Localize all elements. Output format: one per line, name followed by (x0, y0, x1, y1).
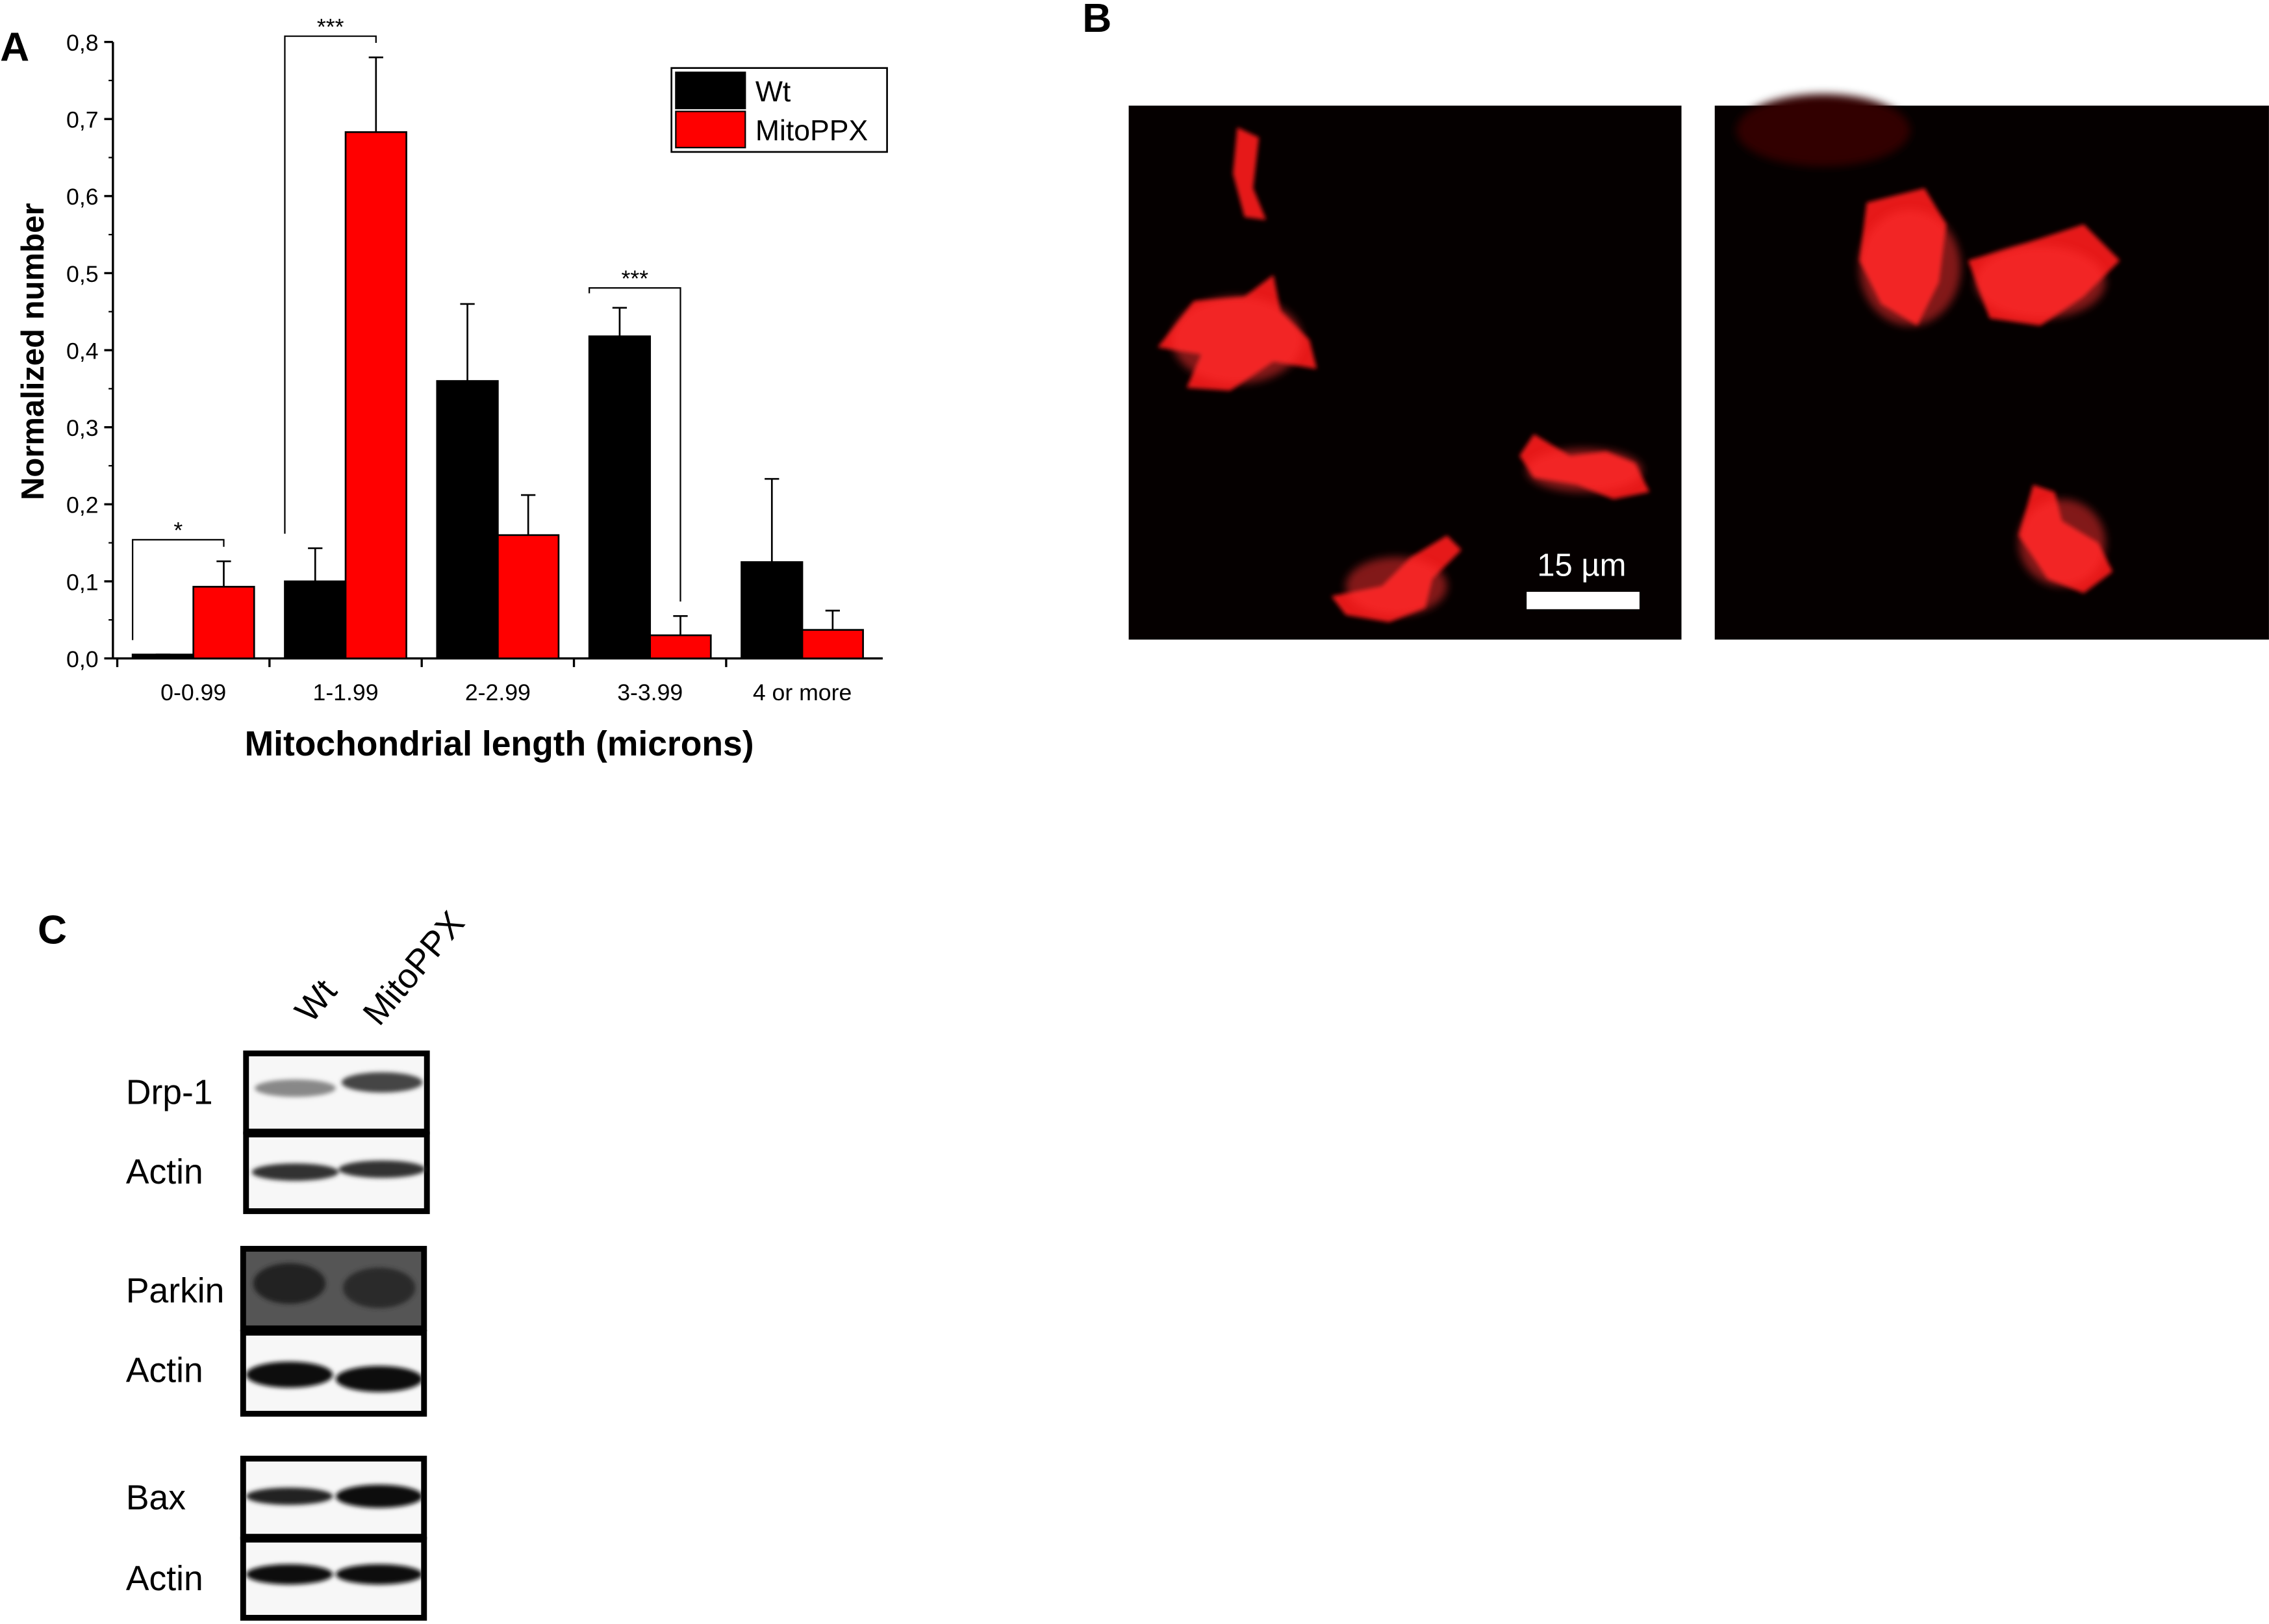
y-tick-label: 0,0 (66, 646, 99, 672)
row-label: Actin (126, 1351, 203, 1389)
y-tick-label: 0,1 (66, 569, 99, 595)
y-tick-label: 0,5 (66, 261, 99, 287)
x-tick-label: 3-3.99 (617, 679, 683, 705)
y-axis-label: Normalized number (16, 203, 51, 500)
row-label: Parkin (126, 1272, 225, 1310)
lane-label: Wt (288, 972, 344, 1030)
row-label: Actin (126, 1560, 203, 1598)
y-tick-label: 0,3 (66, 415, 99, 441)
row-label: Drp-1 (126, 1074, 213, 1112)
y-tick-label: 0,6 (66, 184, 99, 210)
scale-bar-label: 15 µm (1537, 548, 1626, 583)
lane-label: MitoPPX (356, 904, 472, 1032)
micrograph-right (1714, 94, 2269, 640)
significance-bracket (589, 287, 681, 602)
bar (741, 561, 804, 659)
significance-bracket (284, 35, 377, 534)
legend-swatch (675, 110, 746, 149)
x-tick-label: 0-0.99 (160, 679, 226, 705)
bar (801, 629, 864, 659)
significance-label: *** (622, 266, 649, 292)
bar (344, 131, 407, 659)
x-tick-label: 2-2.99 (465, 679, 531, 705)
legend-label: MitoPPX (755, 115, 868, 147)
panel-label: B (1082, 0, 1111, 41)
bar (649, 634, 712, 659)
significance-label: *** (317, 14, 344, 40)
western-blots: Wt MitoPPX Drp-1 Actin Parkin Actin Bax … (126, 904, 472, 1621)
x-tick-label: 4 or more (753, 679, 852, 705)
bar (497, 534, 560, 659)
y-tick-label: 0,8 (66, 30, 99, 56)
bar (436, 380, 499, 659)
significance-bracket (132, 539, 225, 641)
bar (588, 335, 652, 659)
x-tick-label: 1-1.99 (313, 679, 379, 705)
bar (192, 585, 255, 659)
legend-label: Wt (755, 76, 791, 108)
y-tick-label: 0,7 (66, 107, 99, 133)
bar (284, 580, 347, 659)
panel-label: C (38, 907, 67, 952)
row-label: Bax (126, 1478, 186, 1517)
significance-label: * (173, 518, 183, 544)
row-label: Actin (126, 1153, 203, 1191)
micrograph-left: 15 µm (1128, 105, 1682, 640)
panel-label: A (0, 25, 29, 70)
y-tick-label: 0,4 (66, 338, 99, 364)
legend-swatch (675, 71, 746, 110)
x-axis-label: Mitochondrial length (microns) (245, 725, 754, 763)
y-tick-label: 0,2 (66, 492, 99, 518)
